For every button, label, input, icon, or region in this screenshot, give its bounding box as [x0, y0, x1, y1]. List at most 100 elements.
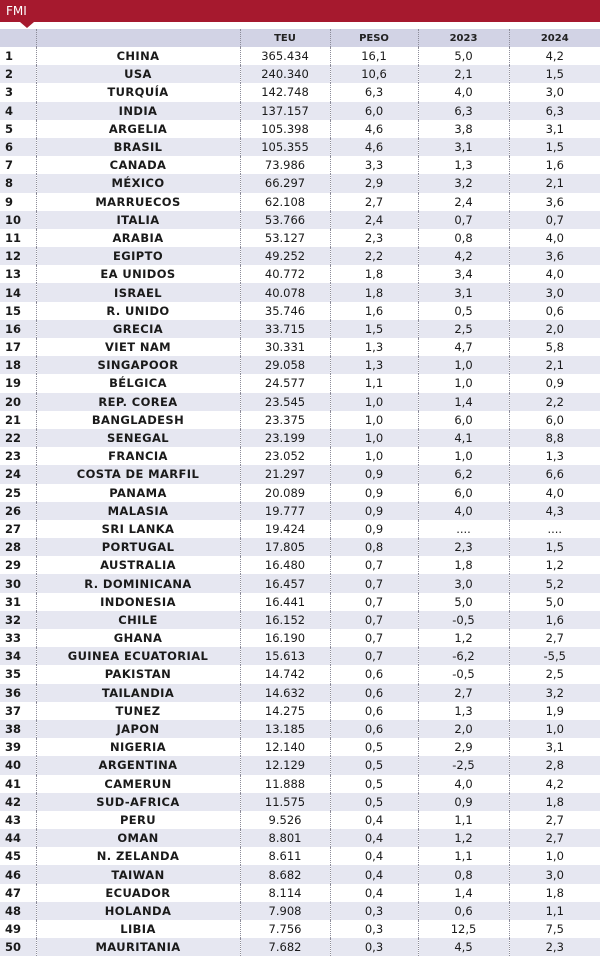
rank-cell: 37	[5, 703, 22, 718]
table-row: 29 AUSTRALIA 16.480 0,7 1,8 1,2	[0, 556, 600, 575]
year-2023-cell: 4,1	[417, 428, 509, 448]
country-cell: REP. COREA	[35, 392, 240, 411]
rank-cell: 27	[5, 521, 22, 536]
rank-cell: 14	[5, 285, 22, 300]
teu-cell: 20.089	[239, 483, 330, 502]
year-2024-cell: 1,9	[508, 701, 600, 720]
teu-cell: 8.611	[239, 847, 330, 866]
peso-cell: 1,1	[329, 374, 418, 393]
rank-cell: 21	[5, 412, 22, 427]
rank-cell: 42	[5, 794, 22, 809]
table-row: 2 USA 240.340 10,6 2,1 1,5	[0, 65, 600, 84]
country-cell: TAIWAN	[35, 865, 240, 884]
year-2023-cell: 6,2	[417, 465, 509, 484]
year-2023-cell: 12,5	[417, 920, 509, 939]
peso-cell: 0,3	[329, 901, 418, 920]
year-2024-cell: 1,0	[508, 719, 600, 739]
country-cell: CHINA	[35, 47, 240, 66]
country-cell: BANGLADESH	[35, 410, 240, 429]
teu-cell: 16.190	[239, 629, 330, 648]
table-row: 26 MALASIA 19.777 0,9 4,0 4,3	[0, 501, 600, 520]
year-2023-cell: 1,2	[417, 829, 509, 848]
year-2024-cell: 3,0	[508, 283, 600, 302]
peso-cell: 0,3	[329, 920, 418, 939]
year-2024-cell: 3,2	[508, 683, 600, 702]
year-2023-cell: 2,5	[417, 319, 509, 338]
header-year-2024: 2024	[508, 29, 600, 47]
year-2023-cell: 1,1	[417, 847, 509, 866]
teu-cell: 21.297	[239, 465, 330, 484]
year-2023-cell: 0,6	[417, 901, 509, 920]
year-2024-cell: 4,3	[508, 501, 600, 520]
rank-cell: 28	[5, 540, 22, 555]
rank-cell: 17	[5, 340, 22, 355]
country-cell: TAILANDIA	[35, 683, 240, 702]
rank-cell: 8	[5, 176, 14, 191]
table-row: 46 TAIWAN 8.682 0,4 0,8 3,0	[0, 865, 600, 884]
year-2023-cell: 2,7	[417, 683, 509, 702]
peso-cell: 0,4	[329, 865, 418, 884]
country-cell: ARABIA	[35, 228, 240, 248]
country-cell: CHILE	[35, 610, 240, 629]
year-2024-cell: 0,7	[508, 210, 600, 229]
rank-cell: 44	[5, 831, 22, 846]
year-2023-cell: 0,8	[417, 865, 509, 884]
table-row: 45 N. ZELANDA 8.611 0,4 1,1 1,0	[0, 847, 600, 866]
peso-cell: 1,3	[329, 356, 418, 375]
table-row: 47 ECUADOR 8.114 0,4 1,4 1,8	[0, 883, 600, 902]
table-row: 42 SUD-AFRICA 11.575 0,5 0,9 1,8	[0, 792, 600, 811]
table-row: 6 BRASIL 105.355 4,6 3,1 1,5	[0, 137, 600, 157]
year-2024-cell: 0,6	[508, 301, 600, 320]
country-cell: OMAN	[35, 829, 240, 848]
year-2024-cell: 4,2	[508, 47, 600, 66]
country-cell: ITALIA	[35, 210, 240, 229]
table-row: 9 MARRUECOS 62.108 2,7 2,4 3,6	[0, 192, 600, 211]
country-cell: MARRUECOS	[35, 192, 240, 211]
rank-cell: 9	[5, 194, 14, 209]
year-2024-cell: 1,5	[508, 137, 600, 157]
year-2024-cell: 0,9	[508, 374, 600, 393]
header-country	[35, 29, 240, 47]
year-2023-cell: 1,0	[417, 447, 509, 466]
country-cell: CANADA	[35, 156, 240, 175]
year-2024-cell: 3,6	[508, 192, 600, 211]
peso-cell: 0,4	[329, 810, 418, 830]
year-2023-cell: 1,3	[417, 156, 509, 175]
teu-cell: 66.297	[239, 174, 330, 193]
rank-cell: 30	[5, 576, 22, 591]
year-2023-cell: 0,5	[417, 301, 509, 320]
teu-cell: 53.127	[239, 228, 330, 248]
teu-cell: 33.715	[239, 319, 330, 338]
year-2023-cell: 4,7	[417, 338, 509, 357]
table-row: 17 VIET NAM 30.331 1,3 4,7 5,8	[0, 338, 600, 357]
peso-cell: 0,8	[329, 538, 418, 557]
table-row: 32 CHILE 16.152 0,7 -0,5 1,6	[0, 610, 600, 629]
rank-cell: 6	[5, 140, 14, 155]
peso-cell: 0,9	[329, 465, 418, 484]
peso-cell: 1,8	[329, 265, 418, 284]
teu-cell: 137.157	[239, 101, 330, 120]
table-row: 4 INDIA 137.157 6,0 6,3 6,3	[0, 101, 600, 120]
country-cell: NIGERIA	[35, 738, 240, 757]
year-2024-cell: 2,3	[508, 938, 600, 957]
table-row: 15 R. UNIDO 35.746 1,6 0,5 0,6	[0, 301, 600, 320]
year-2023-cell: 4,0	[417, 501, 509, 520]
rank-cell: 7	[5, 158, 14, 173]
country-cell: TURQUÍA	[35, 83, 240, 102]
country-cell: MAURITANIA	[35, 938, 240, 957]
teu-cell: 17.805	[239, 538, 330, 557]
peso-cell: 10,6	[329, 65, 418, 84]
year-2023-cell: -2,5	[417, 756, 509, 775]
year-2024-cell: 3,6	[508, 247, 600, 266]
peso-cell: 0,5	[329, 738, 418, 757]
table-row: 3 TURQUÍA 142.748 6,3 4,0 3,0	[0, 83, 600, 102]
table-row: 14 ISRAEL 40.078 1,8 3,1 3,0	[0, 283, 600, 302]
rank-cell: 34	[5, 649, 22, 664]
teu-cell: 7.756	[239, 920, 330, 939]
rank-cell: 10	[5, 212, 22, 227]
year-2023-cell: 1,0	[417, 356, 509, 375]
teu-cell: 30.331	[239, 338, 330, 357]
country-cell: R. UNIDO	[35, 301, 240, 320]
country-cell: BRASIL	[35, 137, 240, 157]
peso-cell: 0,6	[329, 665, 418, 684]
